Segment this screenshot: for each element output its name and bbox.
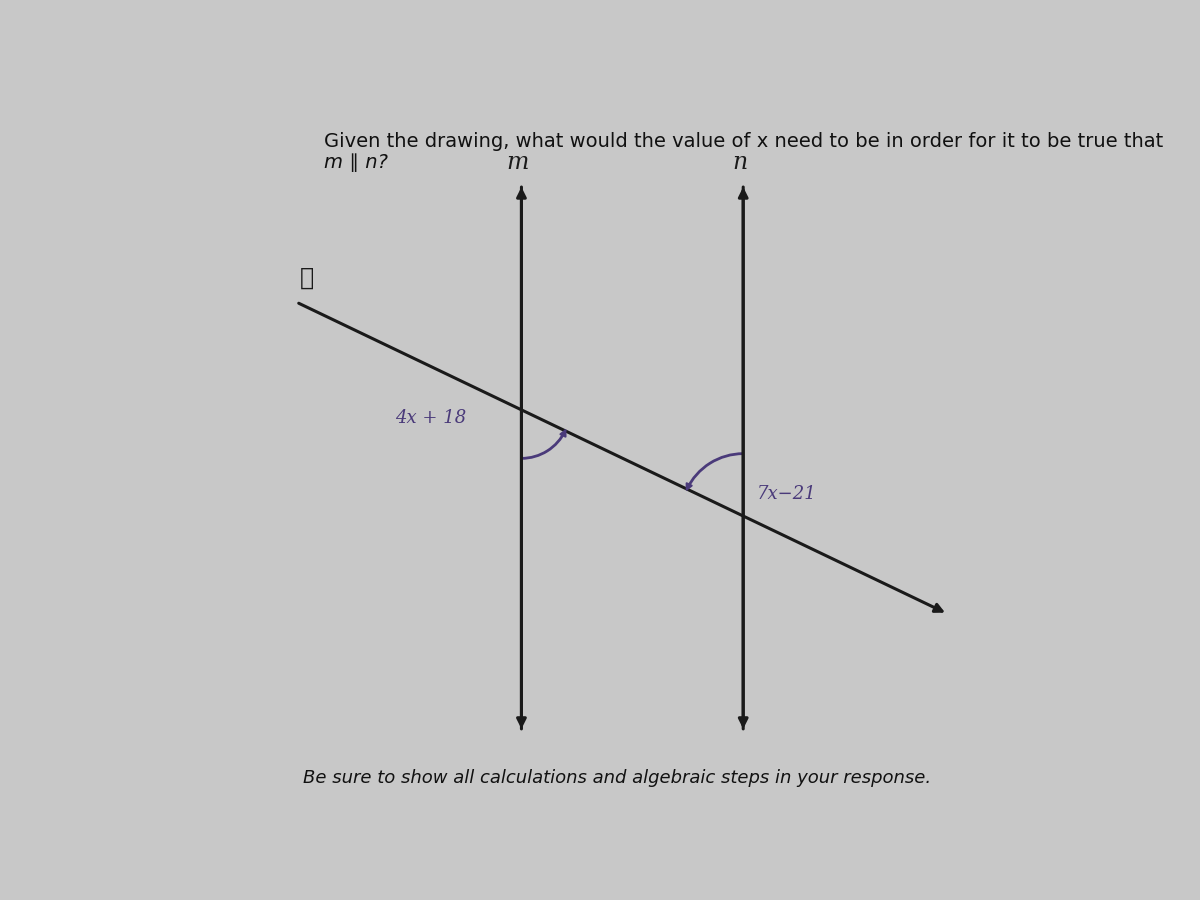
Text: n: n — [732, 151, 748, 174]
Text: m ∥ n?: m ∥ n? — [324, 153, 388, 172]
Text: Given the drawing, what would the value of x need to be in order for it to be tr: Given the drawing, what would the value … — [324, 132, 1163, 151]
Text: Be sure to show all calculations and algebraic steps in your response.: Be sure to show all calculations and alg… — [304, 770, 931, 788]
Text: 4x + 18: 4x + 18 — [395, 410, 466, 427]
Text: ℓ: ℓ — [300, 266, 313, 289]
Text: 7x−21: 7x−21 — [757, 485, 817, 503]
Text: m: m — [506, 151, 529, 174]
